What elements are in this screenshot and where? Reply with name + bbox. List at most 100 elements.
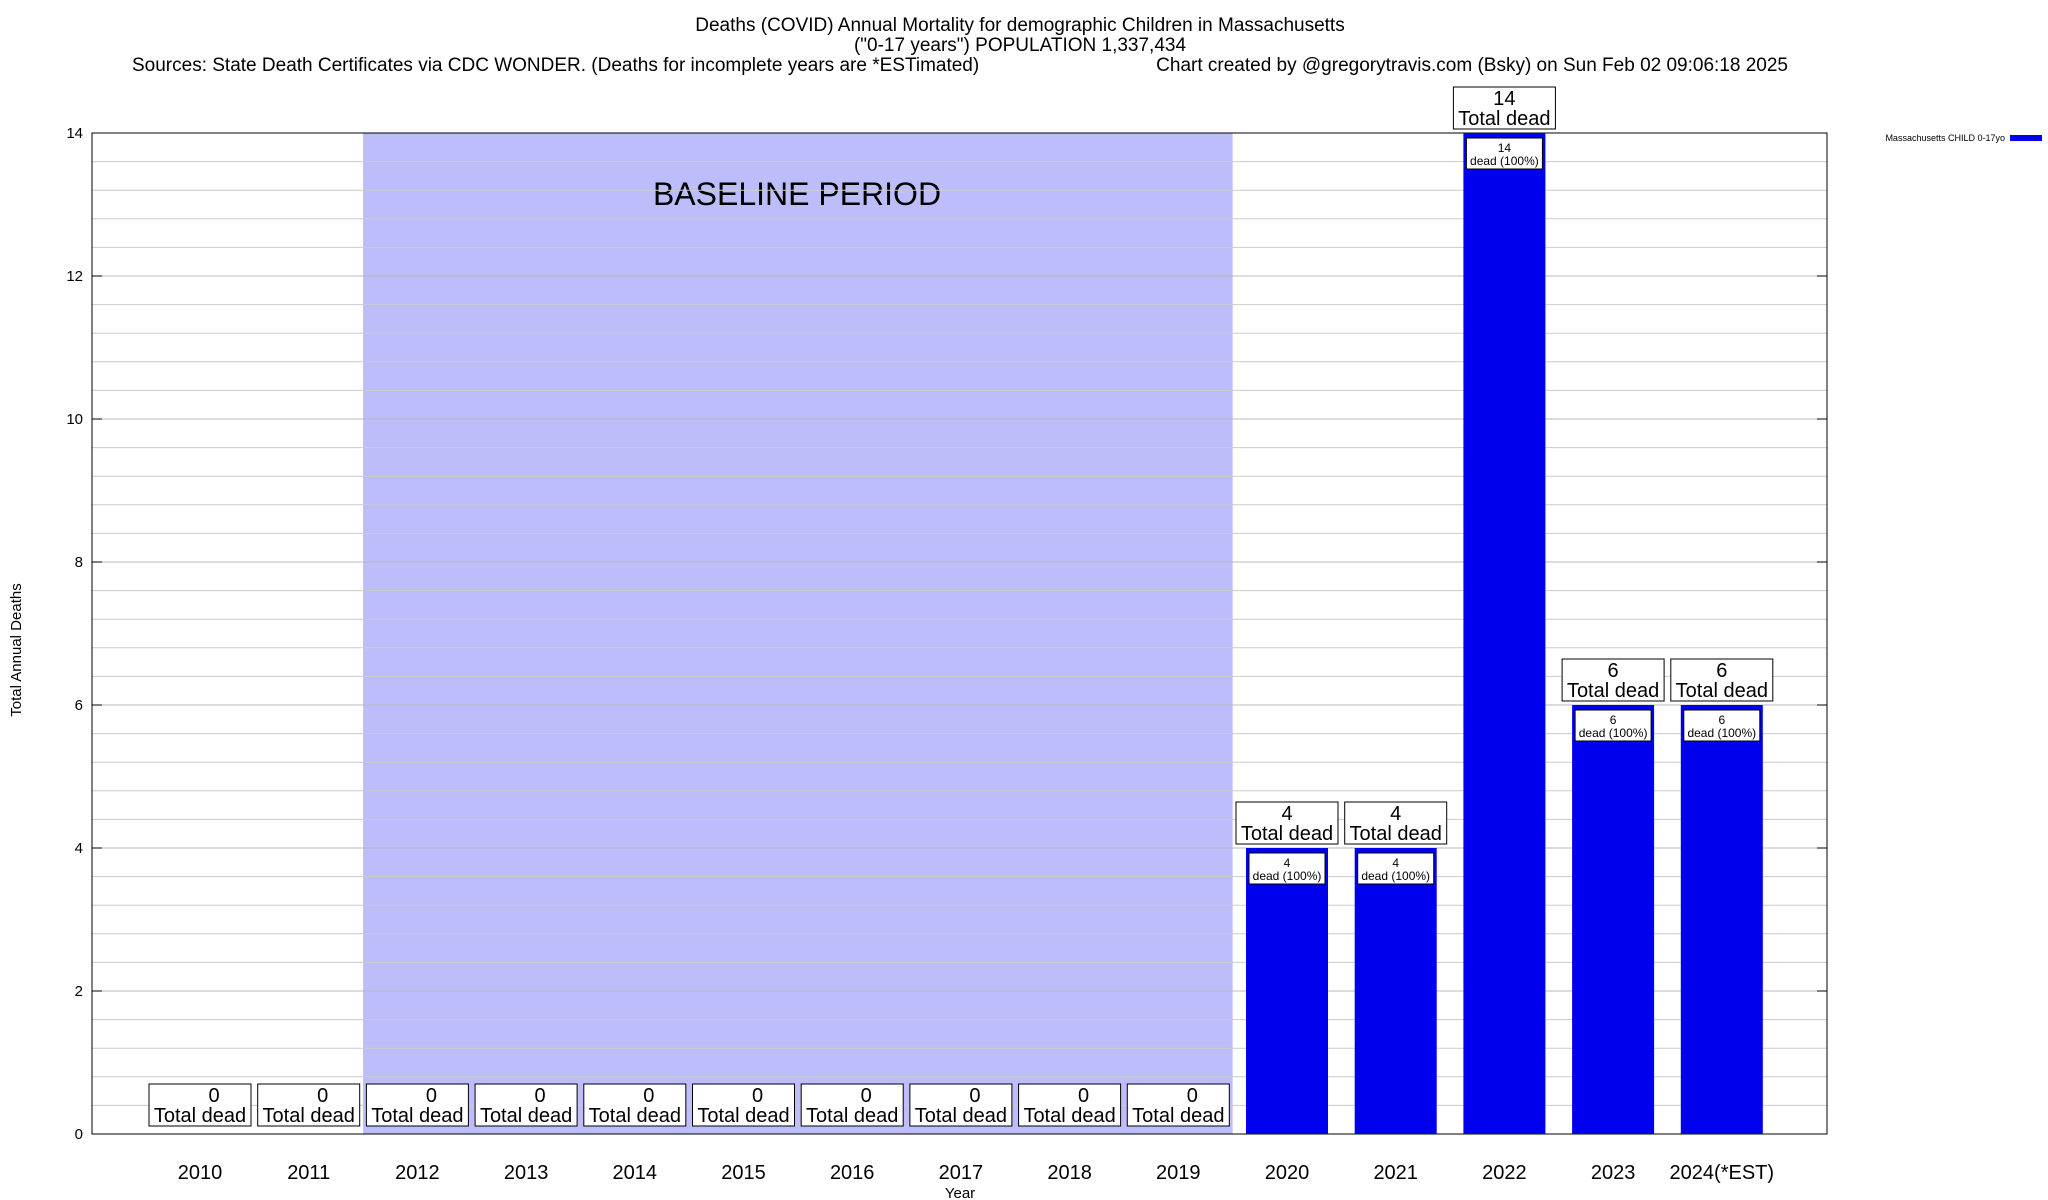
total-label-box bbox=[909, 1083, 1013, 1127]
total-label-text: Total dead bbox=[1132, 1105, 1224, 1127]
bar bbox=[1463, 133, 1546, 1134]
total-label-text: Total dead bbox=[480, 1105, 572, 1127]
total-label-value: 0 bbox=[1078, 1085, 1089, 1107]
bar bbox=[1246, 848, 1328, 1134]
x-tick-label: 2020 bbox=[1265, 1162, 1310, 1184]
inner-label-box bbox=[1357, 852, 1435, 885]
x-tick-label: 2019 bbox=[1156, 1162, 1201, 1184]
total-label-value: 6 bbox=[1608, 660, 1619, 682]
plot-frame bbox=[91, 132, 1828, 1135]
bar bbox=[1354, 848, 1437, 1134]
baseline-period-shading bbox=[363, 133, 1233, 1134]
legend-entry-label: Massachusetts CHILD 0-17yo bbox=[1885, 133, 2005, 143]
inner-label-text: dead (100%) bbox=[1579, 726, 1648, 740]
x-tick-label: 2024(*EST) bbox=[1670, 1162, 1775, 1184]
total-label-box bbox=[257, 1083, 361, 1127]
total-label-text: Total dead bbox=[697, 1105, 789, 1127]
x-tick-label: 2022 bbox=[1482, 1162, 1527, 1184]
y-tick-label: 6 bbox=[75, 697, 83, 714]
total-label-value: 4 bbox=[1281, 803, 1292, 825]
inner-label-box bbox=[1574, 709, 1652, 742]
bar bbox=[1680, 705, 1763, 1134]
total-label-value: 0 bbox=[1187, 1085, 1198, 1107]
x-axis-title: Year bbox=[945, 1185, 975, 1200]
x-tick-label: 2013 bbox=[504, 1162, 549, 1184]
total-label-value: 6 bbox=[1716, 660, 1727, 682]
inner-label-value: 4 bbox=[1392, 856, 1399, 870]
total-label-text: Total dead bbox=[1458, 108, 1550, 130]
total-label-box bbox=[1670, 658, 1774, 702]
total-label-box bbox=[1452, 86, 1556, 130]
legend-swatch bbox=[2010, 135, 2042, 141]
total-label-box bbox=[583, 1083, 687, 1127]
total-label-box bbox=[474, 1083, 578, 1127]
inner-label-value: 6 bbox=[1610, 713, 1617, 727]
y-tick-label: 10 bbox=[66, 411, 83, 428]
inner-label-text: dead (100%) bbox=[1253, 869, 1322, 883]
total-label-value: 0 bbox=[643, 1085, 654, 1107]
total-label-box bbox=[692, 1083, 795, 1127]
total-label-text: Total dead bbox=[1023, 1105, 1115, 1127]
chart-title: Deaths (COVID) Annual Mortality for demo… bbox=[695, 15, 1344, 36]
total-label-text: Total dead bbox=[1567, 680, 1659, 702]
x-tick-label: 2011 bbox=[287, 1162, 330, 1184]
x-tick-label: 2016 bbox=[830, 1162, 875, 1184]
bar bbox=[1572, 705, 1655, 1134]
total-label-text: Total dead bbox=[589, 1105, 681, 1127]
total-label-value: 0 bbox=[861, 1085, 872, 1107]
y-tick-label: 14 bbox=[66, 125, 83, 142]
x-tick-label: 2017 bbox=[939, 1162, 984, 1184]
inner-label-box bbox=[1248, 852, 1326, 885]
x-tick-label: 2014 bbox=[613, 1162, 658, 1184]
total-label-text: Total dead bbox=[1350, 823, 1442, 845]
total-label-value: 4 bbox=[1390, 803, 1401, 825]
total-label-value: 0 bbox=[969, 1085, 980, 1107]
total-label-box bbox=[1126, 1083, 1230, 1127]
total-label-value: 0 bbox=[752, 1085, 763, 1107]
total-label-text: Total dead bbox=[1676, 680, 1768, 702]
total-label-text: Total dead bbox=[915, 1105, 1007, 1127]
total-label-text: Total dead bbox=[263, 1105, 355, 1127]
baseline-period-label: BASELINE PERIOD bbox=[653, 176, 941, 212]
total-label-value: 0 bbox=[426, 1085, 437, 1107]
y-tick-label: 0 bbox=[75, 1126, 83, 1143]
x-tick-label: 2023 bbox=[1591, 1162, 1636, 1184]
total-label-text: Total dead bbox=[371, 1105, 463, 1127]
inner-label-box bbox=[1683, 709, 1761, 742]
x-tick-label: 2018 bbox=[1047, 1162, 1092, 1184]
y-tick-label: 12 bbox=[66, 268, 83, 285]
total-label-value: 0 bbox=[317, 1085, 328, 1107]
x-tick-label: 2021 bbox=[1373, 1162, 1418, 1184]
source-note: Sources: State Death Certificates via CD… bbox=[132, 55, 979, 76]
total-label-box bbox=[1344, 801, 1448, 845]
chart-subtitle: ("0-17 years") POPULATION 1,337,434 bbox=[854, 35, 1186, 56]
total-label-text: Total dead bbox=[154, 1105, 246, 1127]
total-label-value: 0 bbox=[208, 1085, 219, 1107]
y-tick-label: 8 bbox=[75, 554, 83, 571]
inner-label-value: 14 bbox=[1498, 141, 1512, 155]
chart-credit: Chart created by @gregorytravis.com (Bsk… bbox=[1156, 55, 1788, 76]
total-label-text: Total dead bbox=[1241, 823, 1333, 845]
inner-label-text: dead (100%) bbox=[1470, 154, 1539, 168]
x-tick-label: 2015 bbox=[721, 1162, 766, 1184]
total-label-value: 14 bbox=[1493, 88, 1515, 110]
total-label-box bbox=[1235, 801, 1339, 845]
inner-label-box bbox=[1465, 137, 1543, 170]
inner-label-text: dead (100%) bbox=[1361, 869, 1430, 883]
total-label-box bbox=[1561, 658, 1665, 702]
total-label-value: 0 bbox=[535, 1085, 546, 1107]
x-tick-label: 2012 bbox=[395, 1162, 440, 1184]
inner-label-value: 4 bbox=[1284, 856, 1291, 870]
y-axis-title: Total Annual Deaths bbox=[8, 583, 25, 716]
y-tick-label: 4 bbox=[75, 840, 83, 857]
total-label-box bbox=[148, 1083, 252, 1127]
total-label-box bbox=[800, 1083, 904, 1127]
x-tick-label: 2010 bbox=[178, 1162, 223, 1184]
total-label-box bbox=[365, 1083, 469, 1127]
total-label-box bbox=[1018, 1083, 1122, 1127]
inner-label-value: 6 bbox=[1718, 713, 1725, 727]
inner-label-text: dead (100%) bbox=[1687, 726, 1756, 740]
total-label-text: Total dead bbox=[806, 1105, 898, 1127]
y-tick-label: 2 bbox=[75, 983, 83, 1000]
